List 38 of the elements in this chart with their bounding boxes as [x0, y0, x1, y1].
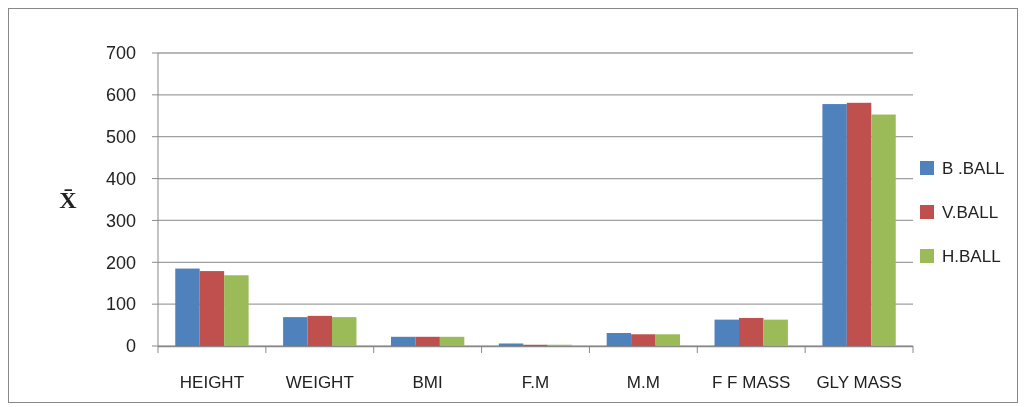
y-tick-label: 500 [105, 127, 136, 148]
bar [871, 114, 896, 346]
bar [175, 268, 200, 346]
x-tick-label: BMI [412, 373, 443, 392]
bar [415, 336, 440, 346]
bar [822, 104, 847, 346]
y-tick-label: 400 [105, 168, 136, 189]
legend-label: H.BALL [942, 246, 1001, 266]
bar [655, 334, 681, 346]
bar [332, 317, 357, 346]
y-tick-label: 0 [125, 336, 136, 357]
y-tick-label: 600 [105, 85, 136, 106]
y-tick-label: 200 [105, 252, 136, 273]
bar [283, 317, 308, 346]
y-tick-label: 300 [105, 210, 136, 231]
legend-label: B .BALL [942, 158, 1005, 178]
x-tick-label: F.M [521, 373, 550, 392]
x-tick-label: HEIGHT [179, 373, 245, 392]
x-tick-label: F F MASS [712, 373, 791, 392]
bar [631, 334, 656, 346]
bar [307, 315, 333, 346]
bar [199, 271, 225, 346]
x-tick-label: M.M [626, 373, 660, 392]
bar [390, 336, 416, 346]
bar [498, 343, 524, 346]
bar [606, 333, 632, 346]
bar [224, 275, 249, 346]
bar [738, 317, 764, 346]
bar [439, 336, 465, 346]
bar [846, 102, 872, 346]
y-tick-label: 700 [105, 43, 136, 64]
x-tick-label: GLY MASS [816, 373, 902, 392]
bar [714, 319, 739, 346]
bar [763, 319, 788, 346]
legend-label: V.BALL [942, 202, 999, 222]
y-axis-title: X̄ [59, 186, 78, 213]
x-tick-label: WEIGHT [285, 373, 354, 392]
y-tick-label: 100 [105, 294, 136, 315]
